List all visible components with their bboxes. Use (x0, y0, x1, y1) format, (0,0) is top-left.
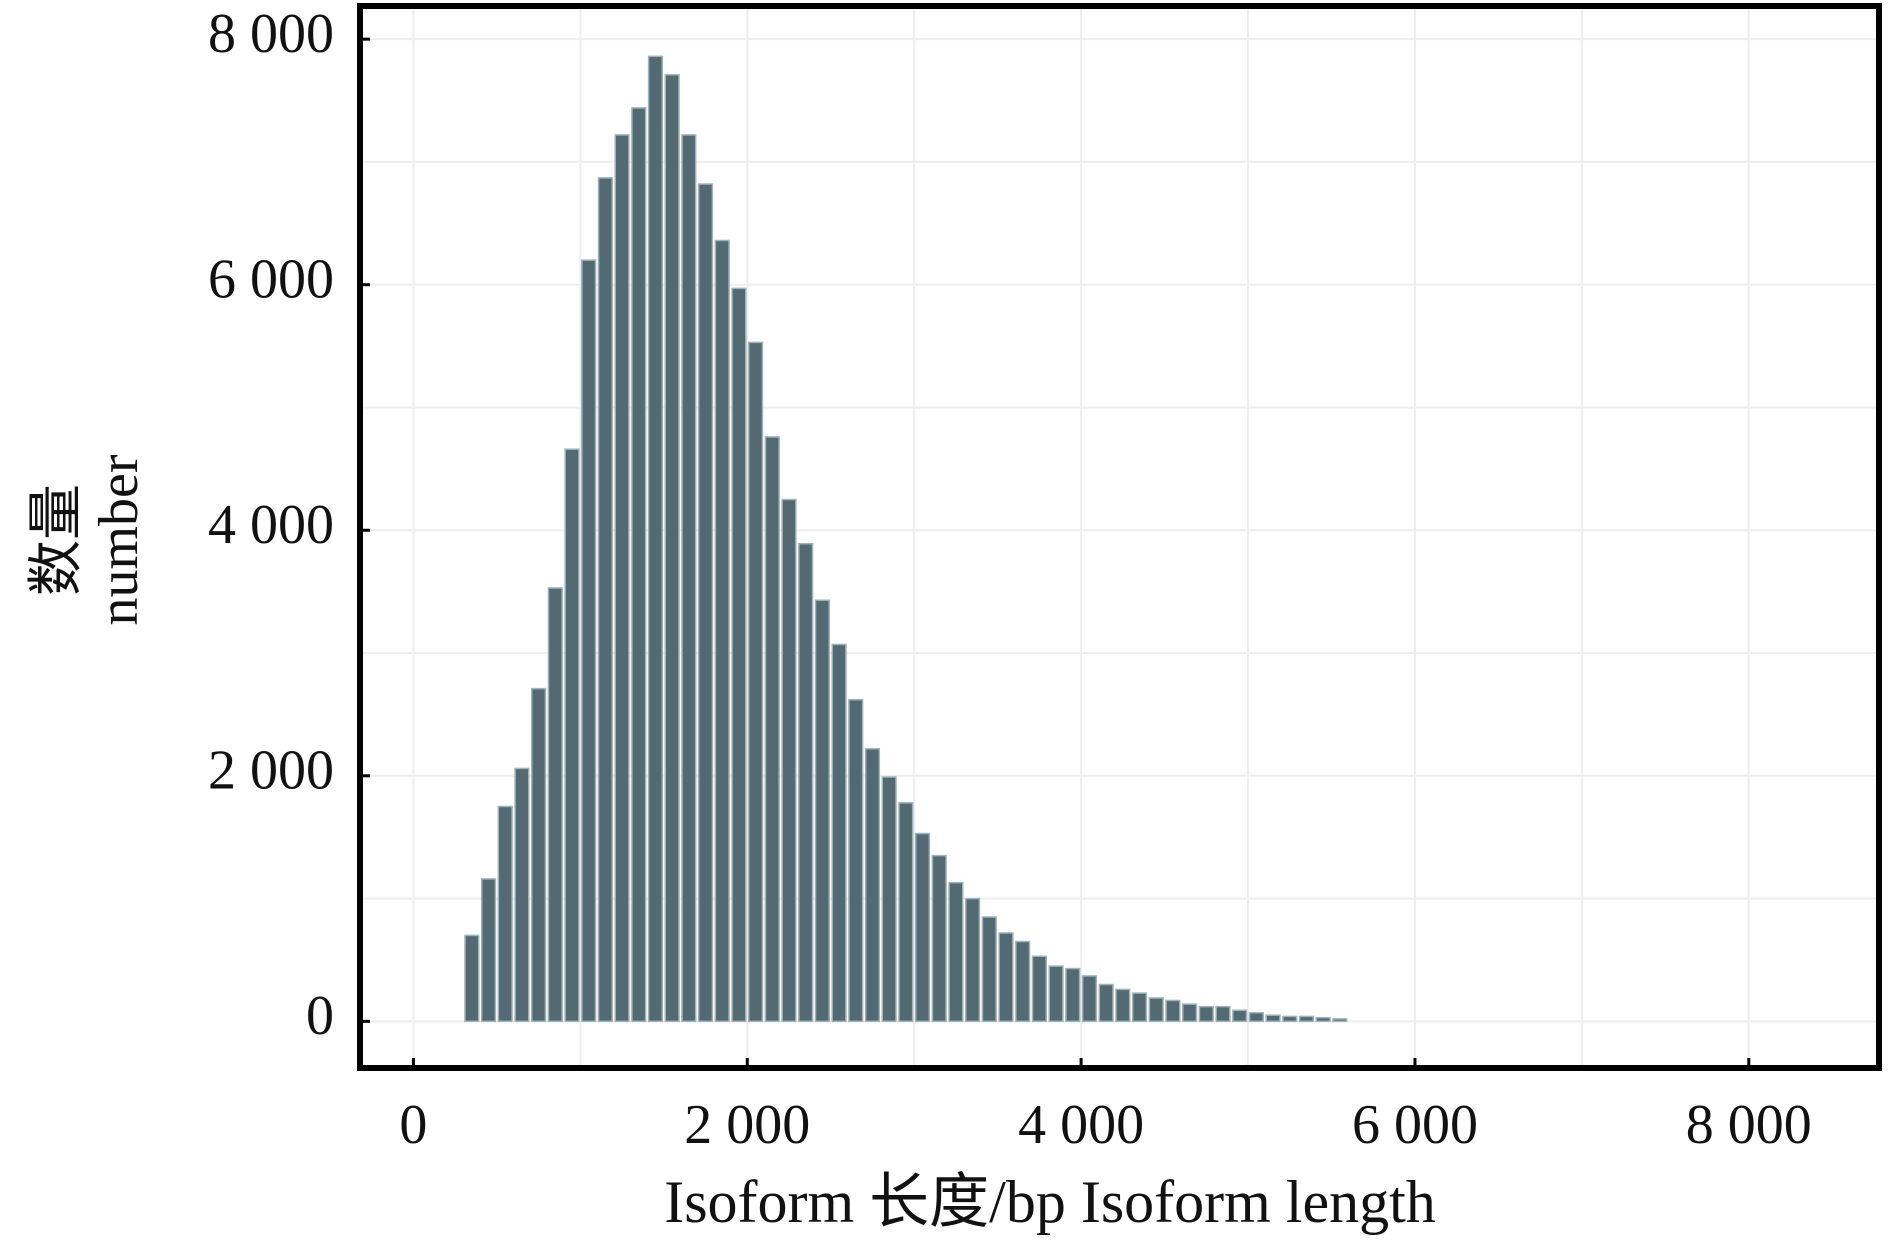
y-tick-label: 8 000 (208, 3, 334, 65)
bar (1165, 999, 1181, 1023)
bar (1182, 1003, 1198, 1023)
bar (1081, 975, 1098, 1023)
bar (597, 177, 613, 1023)
bar (831, 643, 847, 1023)
bar (748, 341, 764, 1023)
bar (681, 134, 697, 1023)
bar (1265, 1014, 1281, 1023)
bar (480, 878, 497, 1023)
y-axis-title: number (88, 454, 150, 625)
bar (931, 854, 947, 1023)
x-tick-label: 8 000 (1686, 1094, 1812, 1156)
x-tick-label: 0 (399, 1094, 427, 1156)
bar (848, 698, 864, 1023)
bar (1315, 1016, 1331, 1023)
bar (531, 687, 547, 1023)
bar (614, 134, 630, 1023)
bar (464, 934, 480, 1023)
bar (814, 599, 830, 1023)
y-axis-title: 数量 (26, 484, 88, 596)
bar (647, 55, 664, 1023)
bar (1048, 965, 1064, 1023)
bar (914, 832, 931, 1023)
plot-frame (357, 3, 1882, 1071)
bar (514, 767, 530, 1023)
bar (1015, 940, 1031, 1023)
bar (714, 239, 730, 1023)
bar (547, 587, 563, 1023)
bar (1332, 1018, 1348, 1023)
bar (998, 932, 1014, 1023)
bar (581, 259, 597, 1023)
x-tick-label: 2 000 (684, 1094, 810, 1156)
bar (798, 543, 814, 1023)
y-tick-label: 6 000 (208, 249, 334, 311)
bar (1031, 955, 1047, 1023)
bar (564, 448, 580, 1023)
bar (497, 805, 513, 1023)
bar (664, 74, 680, 1023)
bar (948, 881, 964, 1023)
bar (1065, 967, 1081, 1023)
bar (697, 183, 714, 1023)
bar (1098, 983, 1114, 1023)
bar (1131, 992, 1148, 1023)
bar (898, 802, 914, 1023)
bar (781, 498, 797, 1023)
bar (881, 776, 897, 1023)
bar (864, 748, 881, 1023)
bar (731, 287, 747, 1023)
bar (631, 107, 647, 1023)
y-tick-label: 2 000 (208, 740, 334, 802)
bar (965, 897, 981, 1023)
x-tick-label: 4 000 (1018, 1094, 1144, 1156)
bar (1248, 1012, 1264, 1023)
bar (1115, 988, 1131, 1023)
x-tick-label: 6 000 (1352, 1094, 1478, 1156)
bar (981, 916, 997, 1023)
bar (1282, 1015, 1298, 1023)
x-axis-title: Isoform 长度/bp Isoform length (664, 1169, 1436, 1235)
bar (1298, 1015, 1315, 1023)
bar (764, 436, 780, 1023)
bar (1148, 997, 1164, 1023)
bar (1215, 1005, 1231, 1023)
bar (1232, 1009, 1248, 1023)
bar (1198, 1005, 1214, 1023)
y-tick-label: 0 (306, 985, 334, 1047)
y-tick-label: 4 000 (208, 494, 334, 556)
